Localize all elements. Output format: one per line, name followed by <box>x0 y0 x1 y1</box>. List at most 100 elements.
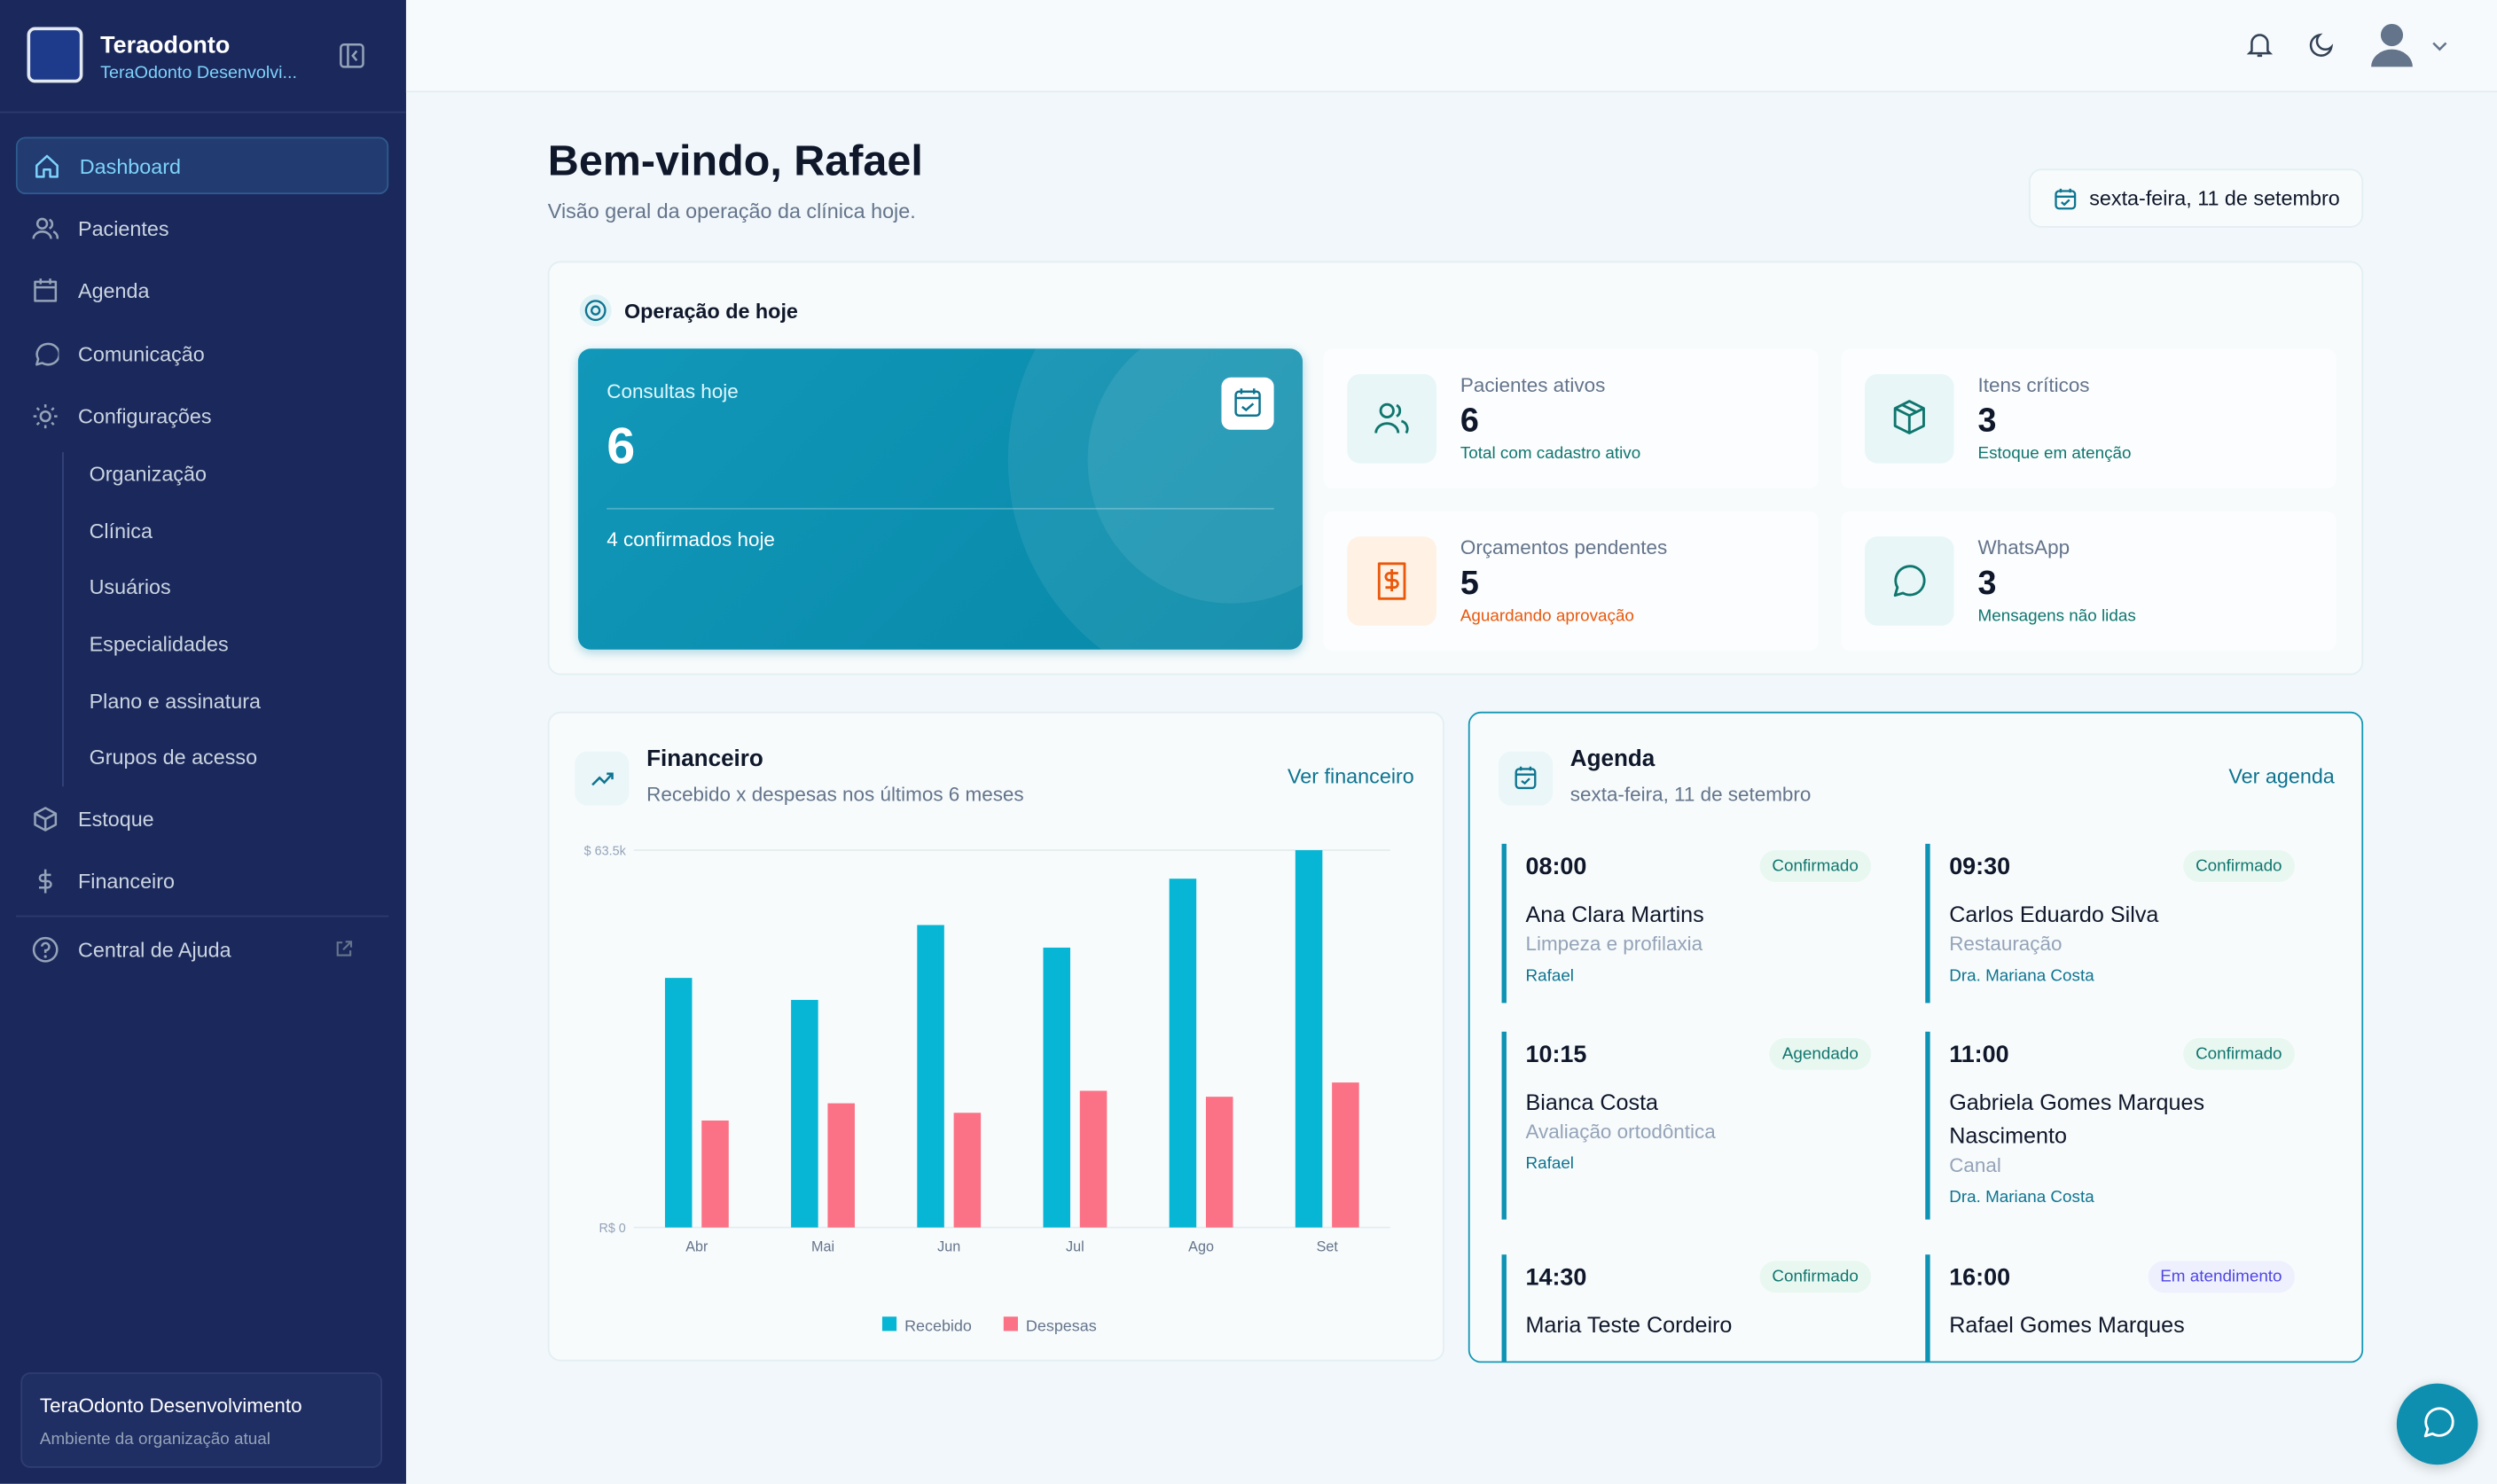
appointment-time: 08:00 <box>1525 853 1587 881</box>
stat-icon <box>1347 536 1436 626</box>
appointment[interactable]: 16:00 Em atendimento Rafael Gomes Marques <box>1925 1254 2308 1362</box>
bar <box>917 925 944 1228</box>
appointment-dentist: Rafael <box>1525 1154 1575 1174</box>
nav-item[interactable]: Configurações <box>16 387 388 444</box>
y-tick-label: R$ 0 <box>599 1222 625 1236</box>
x-tick-label: Abr <box>685 1239 708 1255</box>
icon <box>1498 751 1554 806</box>
nav-label: Pacientes <box>77 215 169 240</box>
appointment-patient: Ana Clara Martins <box>1525 901 1704 927</box>
panel-title: Operação de hoje <box>623 299 798 324</box>
org: TeraOdonto Desenvolvi... <box>100 63 297 83</box>
finance-card: Financeiro Recebido x despesas nos últim… <box>547 711 1444 1362</box>
collapse-button[interactable] <box>340 43 365 68</box>
brand: Teraodonto <box>100 31 231 59</box>
theme-toggle[interactable] <box>2307 30 2336 59</box>
finance-title: Financeiro <box>646 746 763 773</box>
stat-card[interactable]: WhatsApp 3 Mensagens não lidas <box>1841 511 2337 652</box>
nav-label: Comunicação <box>77 341 205 366</box>
user-menu[interactable] <box>2369 20 2452 68</box>
appointment-status: Confirmado <box>1758 1261 1872 1293</box>
divider <box>607 507 1274 510</box>
icon <box>1374 402 1409 434</box>
agenda-link[interactable]: Ver agenda <box>2228 764 2335 788</box>
sub-nav-item[interactable]: Usuários <box>89 574 171 599</box>
finance-subtitle: Recebido x despesas nos últimos 6 meses <box>646 783 1024 806</box>
nav-label: Agenda <box>77 277 150 302</box>
appointment[interactable]: 14:30 Confirmado Maria Teste Cordeiro <box>1501 1254 1884 1362</box>
icon <box>1221 377 1274 430</box>
appointment[interactable]: 11:00 Confirmado Gabriela Gomes Marques Na… <box>1925 1031 2308 1220</box>
nav-item[interactable]: Estoque <box>16 790 388 847</box>
stat-icon <box>1865 536 1954 626</box>
stat-note: Total com cadastro ativo <box>1460 444 1641 464</box>
icon <box>2423 1407 2454 1438</box>
nav-label: Dashboard <box>79 153 182 178</box>
nav-label: Financeiro <box>77 868 176 893</box>
appointment-dentist: Dra. Mariana Costa <box>1949 1187 2094 1207</box>
sub-nav-item[interactable]: Grupos de acesso <box>89 745 258 769</box>
nav-label: Configurações <box>77 403 212 428</box>
stat-card[interactable]: Pacientes ativos 6 Total com cadastro ativ… <box>1323 348 1819 489</box>
appointment[interactable]: 09:30 Confirmado Carlos Eduardo Silva Resta… <box>1925 843 2308 1004</box>
legend-label: Recebido <box>904 1316 972 1334</box>
bar <box>1332 1082 1359 1228</box>
help-link[interactable]: Central de Ajuda <box>16 920 388 978</box>
stat-value: 3 <box>1977 402 1997 440</box>
chart: R$ 0 $ 63.5k Abr Mai Jun Jul Ago Set Recebido Des… <box>584 844 1390 1334</box>
bar <box>1205 1097 1233 1228</box>
nav-item[interactable]: Dashboard <box>15 137 389 195</box>
org-subtitle: Ambiente da organização atual <box>39 1429 270 1449</box>
legend-label: Despesas <box>1026 1316 1097 1334</box>
sub-nav-item[interactable]: Organização <box>89 461 207 486</box>
appointment-status: Confirmado <box>2182 850 2295 882</box>
stat-card[interactable]: Itens críticos 3 Estoque em atenção <box>1841 348 2337 489</box>
chat-button[interactable] <box>2396 1383 2478 1465</box>
appointment-time: 09:30 <box>1949 853 2011 881</box>
appointment[interactable]: 10:15 Agendado Bianca Costa Avaliação ortod… <box>1501 1031 1884 1220</box>
stat-label: Pacientes ativos <box>1460 374 1606 397</box>
bar <box>1079 1090 1108 1228</box>
nav-label: Estoque <box>77 806 154 831</box>
bar <box>1295 850 1323 1228</box>
nav-item[interactable]: Agenda <box>16 262 388 319</box>
logo <box>27 27 83 83</box>
sub-nav-item[interactable]: Clínica <box>89 519 153 543</box>
icon <box>32 935 59 962</box>
nav-item[interactable]: Financeiro <box>16 852 388 910</box>
appointments-card[interactable]: Consultas hoje 6 4 confirmados hoje <box>577 348 1303 650</box>
appointment-status: Confirmado <box>2182 1037 2295 1070</box>
appointment[interactable]: 08:00 Confirmado Ana Clara Martins Limpeza … <box>1501 843 1884 1004</box>
date-text: sexta-feira, 11 de setembro <box>2089 186 2340 211</box>
finance-link[interactable]: Ver financeiro <box>1287 764 1414 788</box>
stat-card[interactable]: Orçamentos pendentes 5 Aguardando aprovaçã… <box>1323 511 1819 652</box>
notifications[interactable] <box>2245 30 2274 59</box>
appointment-patient: Maria Teste Cordeiro <box>1525 1311 1733 1338</box>
agenda-subtitle: sexta-feira, 11 de setembro <box>1569 783 1812 806</box>
icon <box>579 294 612 327</box>
stat-icon <box>1347 374 1436 464</box>
x-tick-label: Jul <box>1066 1239 1084 1255</box>
nav-item[interactable]: Pacientes <box>16 199 388 256</box>
appointment-dentist: Rafael <box>1525 966 1575 986</box>
bar <box>664 978 693 1228</box>
appointment-dentist: Dra. Mariana Costa <box>1949 966 2094 986</box>
card-label: Consultas hoje <box>607 380 739 403</box>
nav-item[interactable]: Comunicação <box>16 324 388 382</box>
stat-label: Orçamentos pendentes <box>1460 536 1668 559</box>
stat-note: Estoque em atenção <box>1977 444 2132 464</box>
today-panel: Operação de hoje Consultas hoje 6 4 conf… <box>547 261 2364 676</box>
sub-nav-item[interactable]: Especialidades <box>89 631 229 656</box>
appointment-patient: Carlos Eduardo Silva <box>1949 901 2159 927</box>
page-subtitle: Visão geral da operação da clínica hoje. <box>547 199 916 223</box>
org-box[interactable]: TeraOdonto Desenvolvimento Ambiente da o… <box>20 1372 383 1468</box>
stat-note: Aguardando aprovação <box>1460 606 1634 626</box>
icon <box>575 751 630 806</box>
bar <box>827 1103 855 1228</box>
appointment-procedure: Limpeza e profilaxia <box>1525 933 1703 956</box>
topbar <box>405 0 2497 93</box>
sub-nav-item[interactable]: Plano e assinatura <box>89 689 261 714</box>
appointment-time: 14:30 <box>1525 1263 1587 1292</box>
